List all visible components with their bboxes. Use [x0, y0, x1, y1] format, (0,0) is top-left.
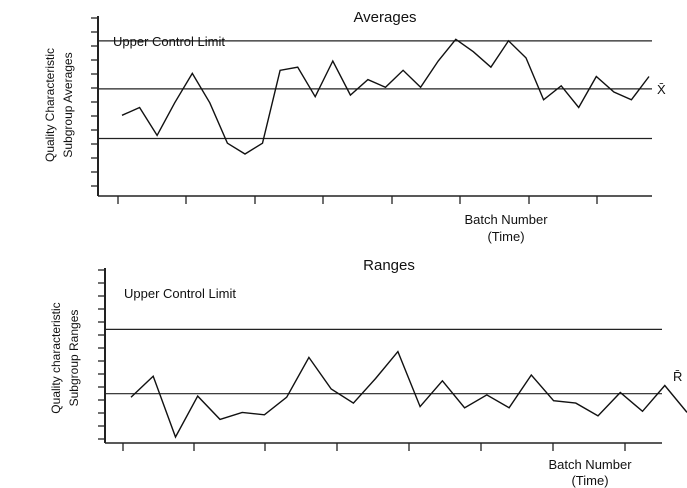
ranges-chart: Ranges Upper Control Limit R̄ Quality ch… [49, 257, 687, 488]
averages-x-ticks [117, 196, 598, 204]
ranges-x-ticks [122, 443, 626, 451]
averages-x-label-line-2: (Time) [487, 229, 524, 244]
ranges-y-label-line-1: Quality characteristic [49, 302, 63, 413]
ranges-center-label: R̄ [673, 369, 682, 384]
averages-chart: Averages Upper Control Limit X̄ Quality … [43, 9, 666, 244]
ranges-ucl-label: Upper Control Limit [124, 286, 236, 301]
averages-chart-title: Averages [353, 9, 416, 26]
averages-y-label-line-1: Quality Characteristic [43, 48, 57, 162]
averages-series-line [121, 38, 650, 155]
averages-series [121, 38, 650, 155]
averages-ucl-label: Upper Control Limit [113, 34, 225, 49]
averages-center-label: X̄ [657, 82, 666, 97]
ranges-series [130, 350, 687, 439]
averages-y-label-line-2: Subgroup Averages [61, 52, 75, 157]
ranges-chart-title: Ranges [363, 257, 415, 274]
averages-y-ticks [91, 17, 98, 187]
ranges-reference-lines [105, 328, 662, 395]
ranges-x-label-line-1: Batch Number [548, 457, 632, 472]
ranges-x-label-line-2: (Time) [571, 473, 608, 488]
averages-x-label-line-1: Batch Number [464, 212, 548, 227]
ranges-series-line [130, 350, 687, 439]
averages-reference-lines [98, 40, 652, 140]
ranges-y-ticks [98, 269, 105, 440]
ranges-y-label-line-2: Subgroup Ranges [67, 310, 81, 407]
